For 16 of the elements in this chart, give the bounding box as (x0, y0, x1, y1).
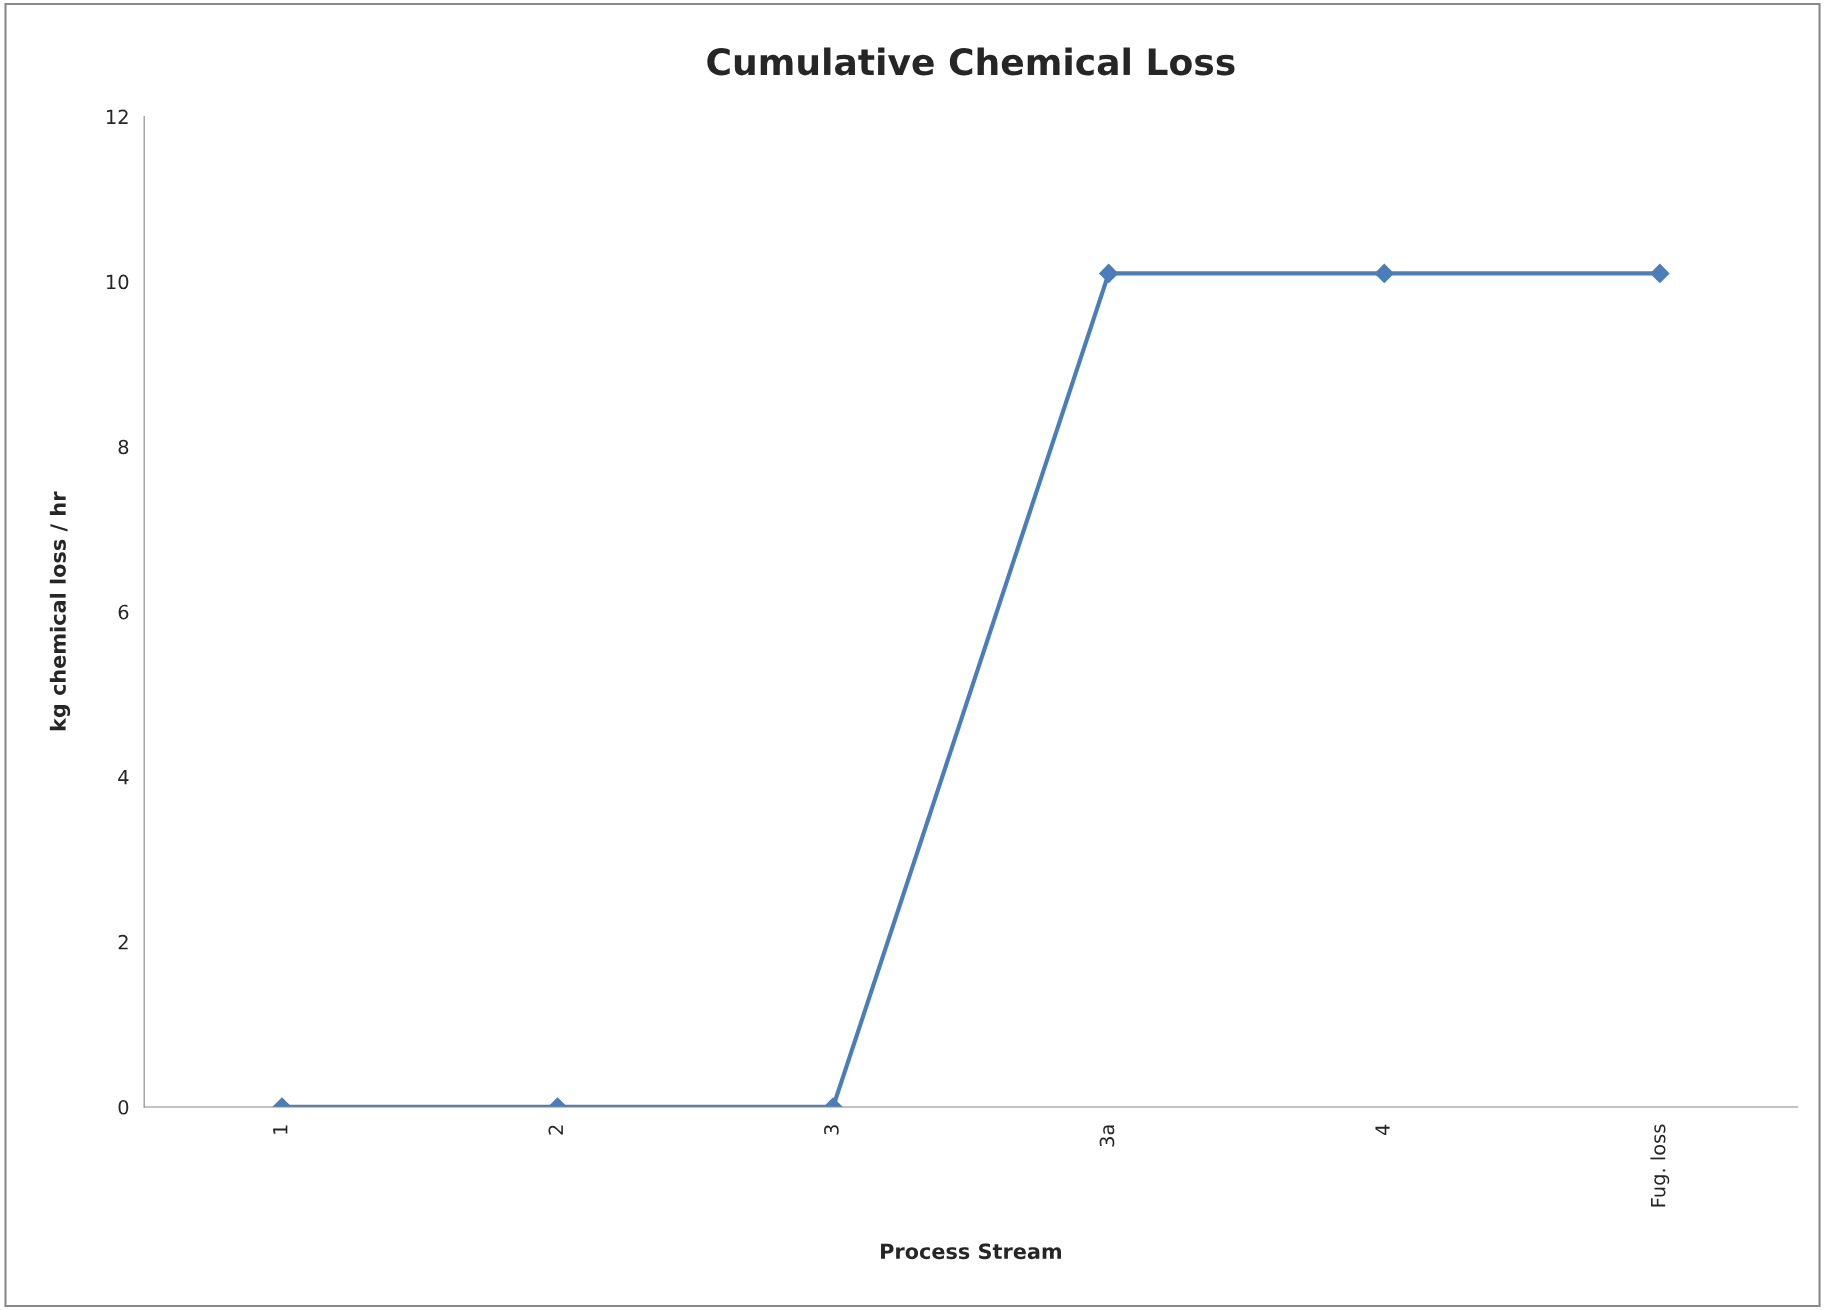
x-tick-label: 2 (548, 1125, 563, 1135)
x-tick-label: 3 (824, 1125, 839, 1135)
y-axis-title: kg chemical loss / hr (49, 491, 71, 731)
y-tick-label: 2 (118, 934, 128, 950)
x-tick-label: 4 (1375, 1124, 1390, 1136)
y-tick-label: 0 (118, 1099, 129, 1115)
y-tick-label: 8 (118, 439, 129, 455)
y-tick-label: 6 (118, 604, 129, 620)
chart-title: Cumulative Chemical Loss (707, 47, 1235, 76)
x-tick-label: 3a (1099, 1125, 1115, 1147)
x-axis-title: Process Stream (881, 1243, 1062, 1260)
x-tick-label: 1 (273, 1125, 288, 1134)
y-tick-label: 4 (118, 770, 129, 785)
x-tick-label: Fug. loss (1650, 1124, 1670, 1207)
y-tick-label: 10 (106, 274, 129, 290)
y-tick-label: 12 (106, 109, 128, 124)
